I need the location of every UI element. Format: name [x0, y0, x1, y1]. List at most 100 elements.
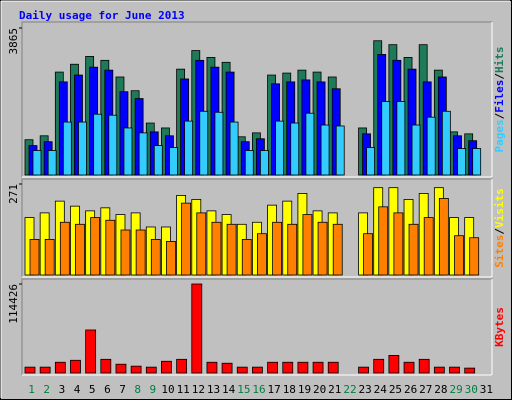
bar	[123, 127, 133, 176]
bar	[229, 121, 239, 176]
x-tick-label: 30	[465, 383, 478, 396]
x-tick-label: 29	[449, 383, 462, 396]
bar	[199, 110, 209, 176]
bar	[408, 223, 419, 276]
bar	[93, 113, 103, 176]
bar	[363, 233, 373, 276]
bar	[290, 122, 300, 176]
bar	[282, 361, 294, 374]
bar	[305, 112, 315, 176]
bar	[287, 223, 298, 276]
bar	[100, 358, 112, 374]
bar	[317, 221, 328, 276]
x-tick-label: 16	[252, 383, 265, 396]
x-tick-label: 21	[328, 383, 341, 396]
x-tick-label: 15	[237, 383, 250, 396]
bar	[169, 147, 178, 176]
bar	[78, 121, 87, 176]
legend-separator: /	[493, 112, 506, 119]
bar	[411, 124, 421, 176]
bar	[320, 124, 330, 176]
bar	[469, 237, 480, 276]
bar	[206, 361, 218, 374]
bar	[332, 223, 343, 276]
x-tick-label: 13	[207, 383, 220, 396]
bar	[260, 150, 269, 176]
bar	[54, 361, 66, 374]
bar	[358, 366, 369, 374]
bar	[181, 202, 192, 276]
bar	[381, 101, 391, 176]
bar	[275, 120, 284, 176]
x-tick-label: 26	[404, 383, 417, 396]
bar	[70, 359, 81, 374]
x-tick-label: 12	[192, 383, 205, 396]
bar	[433, 366, 445, 374]
legend-entry: Files	[493, 80, 506, 113]
x-tick-label: 28	[434, 383, 447, 396]
x-tick-label: 31	[480, 383, 493, 396]
bar	[244, 150, 254, 176]
bar	[378, 206, 389, 276]
y-tick-label: 3865	[7, 28, 20, 55]
bar	[449, 366, 460, 374]
x-tick-label: 11	[177, 383, 190, 396]
x-tick-label: 20	[313, 383, 326, 396]
x-tick-label: 6	[104, 383, 111, 396]
bar	[257, 233, 267, 276]
bar	[59, 221, 70, 276]
bar	[393, 212, 404, 276]
bar	[75, 223, 85, 276]
x-tick-label: 25	[389, 383, 402, 396]
bar	[153, 145, 163, 176]
bar	[145, 366, 157, 374]
x-tick-label: 23	[359, 383, 372, 396]
bar	[426, 116, 436, 176]
bar	[366, 147, 375, 176]
bar	[423, 217, 434, 276]
bar	[297, 361, 309, 374]
bar	[241, 239, 252, 276]
bar	[44, 239, 55, 276]
bar	[47, 150, 57, 176]
bar	[214, 111, 224, 176]
legend-entry: Hits	[493, 47, 506, 74]
bar	[388, 355, 400, 374]
x-tick-label: 3	[59, 383, 66, 396]
bar	[418, 358, 430, 374]
x-tick-label: 10	[161, 383, 174, 396]
x-tick-label: 9	[150, 383, 157, 396]
bar	[221, 362, 233, 374]
bar	[150, 239, 161, 276]
panel	[21, 278, 493, 376]
bar	[226, 223, 237, 276]
x-tick-label: 17	[268, 383, 281, 396]
bar	[135, 229, 146, 276]
bar	[32, 150, 42, 176]
x-tick-label: 24	[374, 383, 388, 396]
legend: KBytes	[493, 307, 506, 347]
bar	[184, 120, 194, 176]
x-tick-label: 19	[298, 383, 311, 396]
bar	[472, 148, 482, 176]
legend: Pages/Files/Hits	[493, 47, 506, 153]
bar	[252, 366, 263, 374]
bar	[211, 221, 222, 276]
bar	[457, 148, 466, 176]
bar	[138, 132, 148, 176]
bar	[105, 219, 116, 276]
bar	[403, 361, 415, 374]
bar	[464, 367, 476, 374]
bar	[161, 360, 172, 374]
bar	[29, 239, 40, 276]
legend-entry: Visits	[493, 188, 506, 228]
bar	[191, 283, 203, 374]
x-tick-label: 4	[74, 383, 81, 396]
bar	[454, 235, 464, 276]
x-tick-label: 1	[28, 383, 35, 396]
bar	[272, 221, 282, 276]
bar	[90, 217, 101, 276]
x-tick-label: 27	[419, 383, 432, 396]
